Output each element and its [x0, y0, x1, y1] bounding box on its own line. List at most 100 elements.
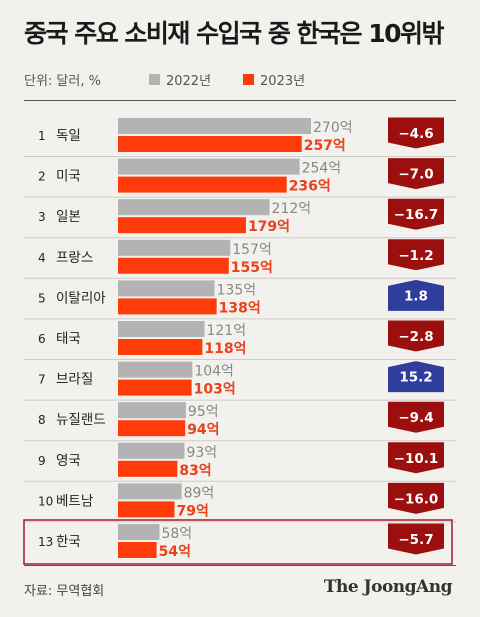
bar-2022	[118, 483, 182, 500]
bar-2022	[118, 280, 215, 297]
bar-2023	[118, 339, 203, 355]
publisher-logo: The JoongAng	[323, 577, 453, 597]
country-label: 독일	[56, 128, 81, 144]
legend-item-2022: 2022년	[148, 70, 212, 89]
rank-label: 6	[38, 332, 46, 346]
change-label: −16.0	[394, 491, 439, 507]
country-label: 태국	[56, 331, 81, 347]
value-label-2023: 79억	[176, 503, 208, 519]
bar-2022	[118, 361, 193, 378]
change-label: 15.2	[399, 370, 432, 386]
bar-2023	[118, 420, 186, 437]
country-label: 미국	[56, 169, 81, 185]
rank-label: 9	[38, 454, 46, 468]
bar-2022	[118, 118, 311, 134]
value-label-2022: 58억	[161, 526, 192, 542]
value-label-2022: 212억	[272, 201, 312, 217]
change-label: 1.8	[404, 288, 428, 304]
bar-2022	[118, 321, 205, 337]
source-note: 자료: 무역협회	[24, 584, 105, 599]
bar-2023	[118, 298, 217, 315]
change-label: −1.2	[398, 248, 433, 264]
bar-2022	[118, 402, 186, 419]
value-label-2023: 94억	[187, 422, 219, 438]
bar-2022	[118, 524, 160, 540]
value-label-2022: 95억	[188, 404, 219, 420]
change-badge-negative	[388, 117, 444, 149]
bar-2023	[118, 542, 157, 558]
change-label: −7.0	[398, 167, 433, 183]
rank-label: 2	[38, 170, 46, 184]
bar-2023	[118, 217, 246, 234]
bar-2023	[118, 460, 178, 477]
value-label-2022: 93억	[186, 445, 217, 461]
rank-label: 3	[38, 210, 46, 224]
bar-2022	[118, 442, 185, 459]
bar-2023	[118, 257, 229, 274]
country-label: 일본	[56, 209, 81, 225]
value-label-2023: 118억	[204, 341, 246, 357]
change-label: −2.8	[398, 329, 433, 345]
value-label-2023: 103억	[194, 382, 236, 398]
change-label: −9.4	[398, 410, 433, 426]
bottom-divider	[24, 565, 456, 566]
legend-swatch-2022	[148, 74, 160, 85]
legend-item-2023: 2023년	[243, 70, 305, 89]
change-label: −4.6	[398, 126, 433, 142]
country-label: 베트남	[56, 493, 93, 509]
change-badge-negative	[388, 482, 444, 514]
value-label-2022: 121억	[206, 323, 246, 339]
change-badge-negative	[388, 401, 444, 433]
value-label-2022: 157억	[232, 242, 272, 258]
rank-label: 13	[38, 535, 53, 549]
country-label: 한국	[56, 534, 81, 550]
country-label: 이탈리아	[56, 290, 106, 306]
bar-2023	[118, 501, 175, 518]
change-label: −16.7	[394, 207, 439, 223]
country-label: 영국	[56, 453, 81, 469]
value-label-2023: 138억	[219, 300, 261, 316]
unit-label: 단위: 달러, %	[24, 74, 101, 89]
bar-2022	[118, 199, 270, 216]
change-badge-positive	[388, 361, 444, 393]
value-label-2023: 155억	[231, 260, 273, 276]
change-badge-negative	[388, 523, 444, 555]
change-label: −5.7	[398, 532, 433, 548]
change-label: −10.1	[394, 451, 439, 467]
value-label-2022: 254억	[302, 161, 342, 177]
rank-label: 5	[38, 291, 46, 305]
change-badge-negative	[388, 198, 444, 230]
rank-label: 7	[38, 373, 46, 387]
value-label-2023: 179억	[248, 219, 290, 235]
value-label-2022: 135억	[217, 282, 257, 298]
change-badge-negative	[388, 158, 444, 190]
bar-2023	[118, 136, 302, 152]
change-badge-positive	[388, 279, 444, 311]
value-label-2022: 89억	[184, 485, 215, 501]
country-label: 프랑스	[56, 250, 93, 266]
value-label-2023: 83억	[179, 463, 211, 479]
rank-label: 1	[38, 129, 46, 143]
rank-label: 8	[38, 413, 46, 427]
value-label-2023: 54억	[159, 544, 191, 560]
rank-label: 10	[38, 494, 53, 508]
change-badge-negative	[388, 442, 444, 474]
rank-label: 4	[38, 251, 46, 265]
bar-2023	[118, 379, 192, 396]
value-label-2023: 236억	[289, 179, 331, 195]
value-label-2022: 104억	[194, 364, 234, 380]
legend-label-2023: 2023년	[260, 74, 306, 89]
bar-2023	[118, 176, 287, 193]
legend: 단위: 달러, % 2022년 2023년	[24, 70, 337, 89]
change-badge-negative	[388, 239, 444, 271]
value-label-2023: 257억	[304, 138, 346, 154]
legend-label-2022: 2022년	[165, 74, 212, 89]
legend-swatch-2023	[243, 74, 255, 85]
bar-2022	[118, 239, 231, 256]
country-label: 뉴질랜드	[56, 412, 106, 428]
chart-title: 중국 주요 소비재 수입국 중 한국은 10위밖	[24, 19, 445, 48]
top-divider	[24, 100, 456, 101]
bar-2022	[118, 158, 300, 175]
change-badge-negative	[388, 320, 444, 352]
